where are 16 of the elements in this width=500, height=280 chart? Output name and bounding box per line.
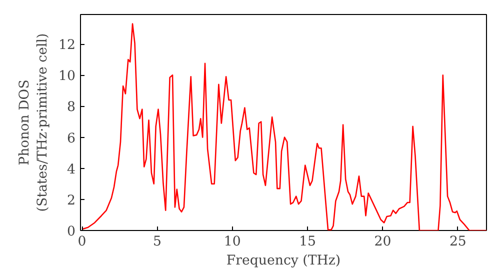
y-tick-label: 8 (67, 100, 76, 116)
y-tick-label: 0 (67, 224, 76, 240)
y-tick-label: 2 (67, 193, 76, 208)
line-series (81, 23, 486, 230)
x-axis-title: Frequency (THz) (226, 254, 341, 268)
x-tick-label: 25 (449, 234, 466, 250)
y-tick-label: 10 (58, 69, 76, 84)
x-tick-label: 20 (374, 234, 392, 250)
x-tick-label: 5 (152, 234, 162, 250)
x-tick-label: 10 (224, 234, 241, 250)
y-tick-label: 12 (58, 38, 76, 54)
y-tick-label: 6 (67, 131, 76, 146)
x-tick-label: 15 (299, 234, 316, 250)
x-tick-label: 0 (78, 234, 86, 250)
y-tick-label: 4 (67, 162, 76, 178)
y-axis-title: Phonon DOS (States/THz·primitive cell) (18, 33, 51, 212)
